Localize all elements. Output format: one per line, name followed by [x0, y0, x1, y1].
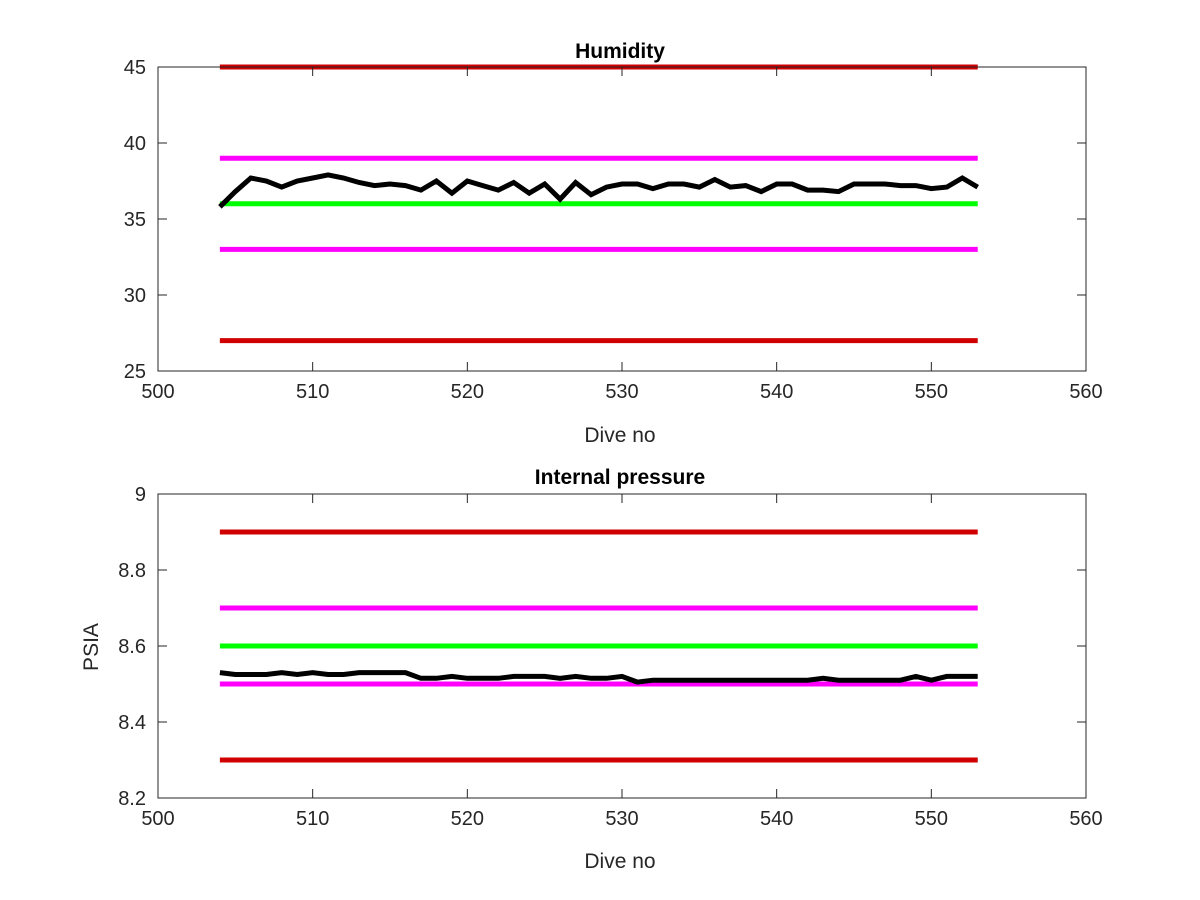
- internal-pressure-chart-ylabel: PSIA: [80, 623, 103, 671]
- humidity-chart-xtick-label-0: 500: [141, 381, 174, 403]
- internal-pressure-chart-xtick-label-3: 530: [605, 808, 638, 830]
- internal-pressure-chart-series-line-0: [219, 670, 978, 685]
- humidity-chart-xtick-label-1: 510: [296, 381, 329, 403]
- internal-pressure-chart-xtick-label-5: 550: [915, 808, 948, 830]
- internal-pressure-chart-ytick-label-4: 9: [135, 484, 146, 506]
- internal-pressure-chart-xlabel: Dive no: [584, 850, 655, 873]
- humidity-chart-xtick-label-5: 550: [915, 381, 948, 403]
- internal-pressure-chart-ytick-label-2: 8.6: [118, 636, 146, 658]
- humidity-chart-xtick-label-4: 540: [760, 381, 793, 403]
- internal-pressure-chart-xtick-label-4: 540: [760, 808, 793, 830]
- humidity-chart-xlabel: Dive no: [584, 424, 655, 447]
- humidity-chart-ytick-label-3: 40: [124, 133, 146, 155]
- internal-pressure-chart-title: Internal pressure: [535, 466, 705, 489]
- humidity-chart-xtick-label-6: 560: [1069, 381, 1102, 403]
- humidity-chart-xtick-label-2: 520: [451, 381, 484, 403]
- humidity-chart: Humidity Dive no 500 510 520 530 540 550 560 25…: [124, 40, 1103, 447]
- internal-pressure-chart-ytick-label-1: 8.4: [118, 712, 146, 734]
- humidity-chart-title: Humidity: [575, 40, 665, 63]
- internal-pressure-chart-limit-lines: [219, 529, 978, 763]
- humidity-chart-series-line-0: [218, 172, 979, 209]
- internal-pressure-chart-xtick-label-2: 520: [451, 808, 484, 830]
- internal-pressure-chart-ytick-label-3: 8.8: [118, 560, 146, 582]
- internal-pressure-chart-xtick-label-0: 500: [141, 808, 174, 830]
- internal-pressure-chart-ytick-label-0: 8.2: [118, 788, 146, 810]
- humidity-chart-ytick-label-2: 35: [124, 209, 146, 231]
- internal-pressure-chart-xtick-label-6: 560: [1069, 808, 1102, 830]
- humidity-chart-ytick-label-0: 25: [124, 361, 146, 383]
- humidity-chart-ytick-label-1: 30: [124, 285, 146, 307]
- humidity-chart-xtick-label-3: 530: [605, 381, 638, 403]
- humidity-chart-ytick-label-4: 45: [124, 57, 146, 79]
- internal-pressure-chart: Internal pressure Dive no PSIA 500 510 520…: [80, 466, 1103, 873]
- internal-pressure-chart-xtick-label-1: 510: [296, 808, 329, 830]
